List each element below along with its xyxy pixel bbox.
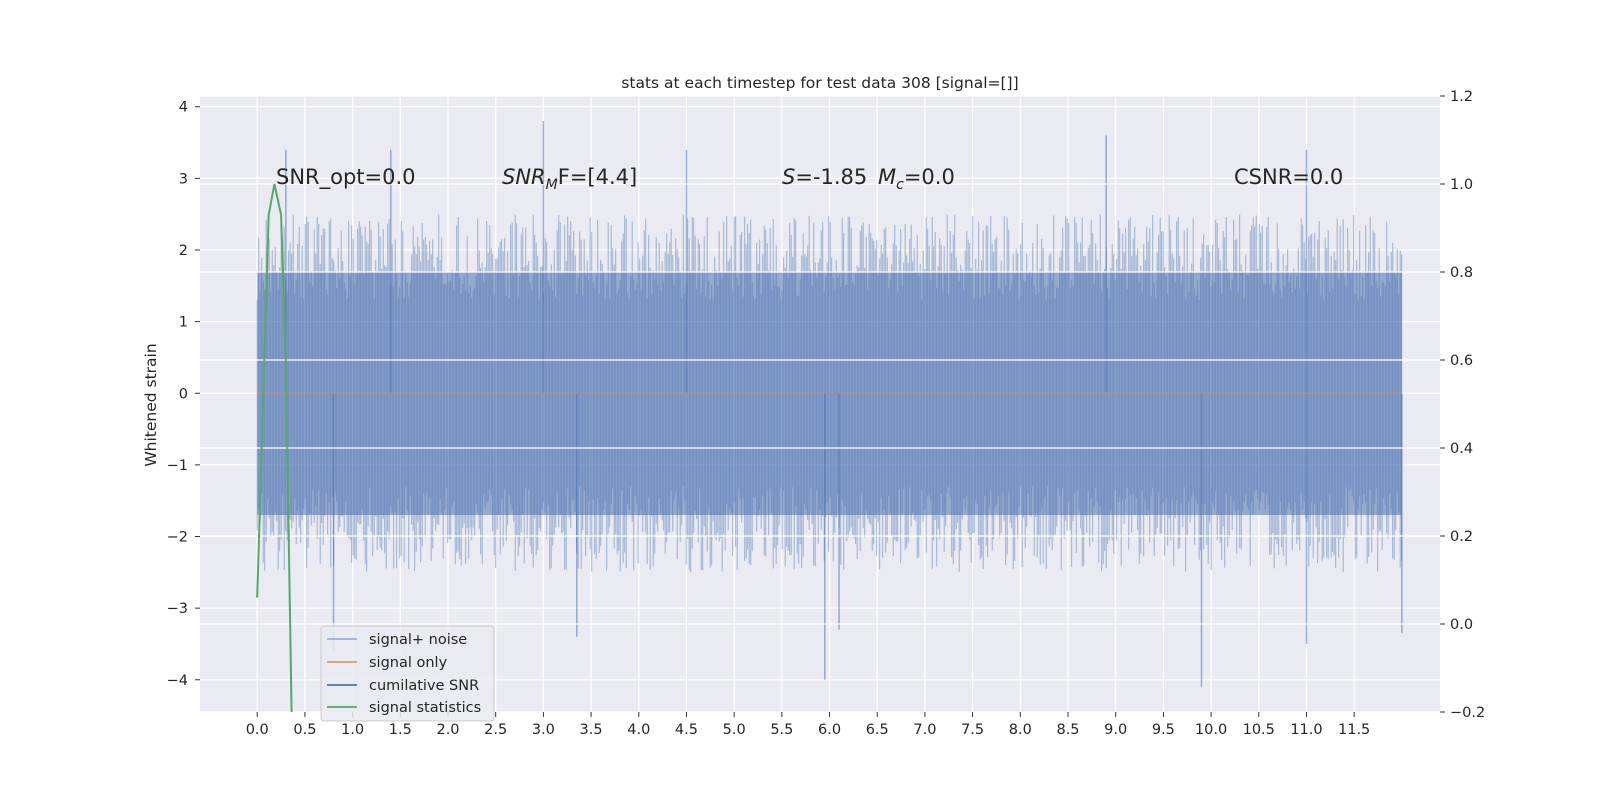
x-tick-label: 6.5 [866,722,889,738]
annotation-csnr: CSNR=0.0 [1234,165,1343,189]
legend-label-signal-only: signal only [369,655,448,671]
legend-label-cumulative-snr: cumilative SNR [369,678,479,694]
x-tick-label: 6.0 [818,722,841,738]
x-tick-label: 9.0 [1104,722,1127,738]
y-tick-label: −4 [167,673,188,689]
y-tick-label: 0 [179,386,188,402]
mc-value: =0.0 [904,165,955,189]
y-tick-label: 1 [179,315,188,331]
x-tick-label: 9.5 [1152,722,1175,738]
x-tick-label: 5.5 [770,722,793,738]
x-tick-label: 2.5 [484,722,507,738]
x-tick-label: 0.5 [293,722,316,738]
y-axis-label: Whitened strain [142,343,160,466]
x-tick-label: 7.0 [913,722,936,738]
x-tick-label: 10.0 [1195,722,1227,738]
y-tick-label: 4 [179,100,188,116]
x-tick-label: 11.5 [1338,722,1370,738]
x-tick-label: 2.0 [436,722,459,738]
legend-entry: signal only [327,655,448,671]
x-tick-label: 1.0 [341,722,364,738]
s-value: =-1.85 [795,165,867,189]
legend-box [320,625,495,722]
legend: signal+ noise signal only cumilative SNR… [320,625,495,722]
y2-tick-label: 0.8 [1450,265,1473,281]
legend-entry: signal+ noise [327,632,467,648]
snr-mf-sub: M [546,177,558,193]
y-tick-label: −2 [167,530,188,546]
annotation-snr-mf: SNRMF=[4.4] [502,165,637,193]
y-tick-label: 2 [179,243,188,259]
legend-label-signal-statistics: signal statistics [369,700,481,716]
annotation-snr-opt: SNR_opt=0.0 [276,165,416,190]
annotation-s: S=-1.85 [782,165,867,189]
chart-title: stats at each timestep for test data 308… [621,74,1018,92]
legend-label-signal-noise: signal+ noise [369,632,467,648]
x-tick-label: 0.0 [246,722,269,738]
x-tick-label: 7.5 [961,722,984,738]
mc-main: M [878,165,896,189]
x-axis: 0.0 0.5 1.0 1.5 2.0 2.5 3.0 3.5 4.0 4.5 5.0 5.5 6.0 6… [246,712,1370,738]
x-tick-label: 10.5 [1243,722,1275,738]
y2-tick-label: 0.0 [1450,617,1473,633]
legend-entry: signal statistics [327,700,481,716]
y2-tick-label: 1.0 [1450,177,1473,193]
x-tick-label: 4.0 [627,722,650,738]
y2-tick-label: −0.2 [1450,705,1485,721]
y-axis-right: 1.2 1.0 0.8 0.6 0.4 0.2 0.0 −0.2 [1440,89,1485,721]
legend-entry: cumilative SNR [327,678,479,694]
s-symbol: S [782,165,795,189]
y2-tick-label: 0.4 [1450,441,1473,457]
y-axis-left: 4 3 2 1 0 −1 −2 −3 −4 [167,100,200,689]
x-tick-label: 8.0 [1009,722,1032,738]
y2-tick-label: 0.6 [1450,353,1473,369]
mc-sub: c [896,177,904,193]
snr-mf-main: SNR [502,165,546,189]
x-tick-label: 3.5 [580,722,603,738]
annotation-mc: Mc=0.0 [878,165,955,193]
snr-mf-rest: F=[4.4] [558,165,637,189]
y-tick-label: −1 [167,458,188,474]
x-tick-label: 11.0 [1290,722,1322,738]
y-tick-label: −3 [167,601,188,617]
x-tick-label: 3.0 [532,722,555,738]
series-signal-statistics [256,183,293,712]
x-tick-label: 8.5 [1056,722,1079,738]
y2-tick-label: 0.2 [1450,529,1473,545]
x-tick-label: 1.5 [389,722,412,738]
x-tick-label: 4.5 [675,722,698,738]
x-tick-label: 5.0 [723,722,746,738]
y2-tick-label: 1.2 [1450,89,1473,105]
y-tick-label: 3 [179,171,188,187]
